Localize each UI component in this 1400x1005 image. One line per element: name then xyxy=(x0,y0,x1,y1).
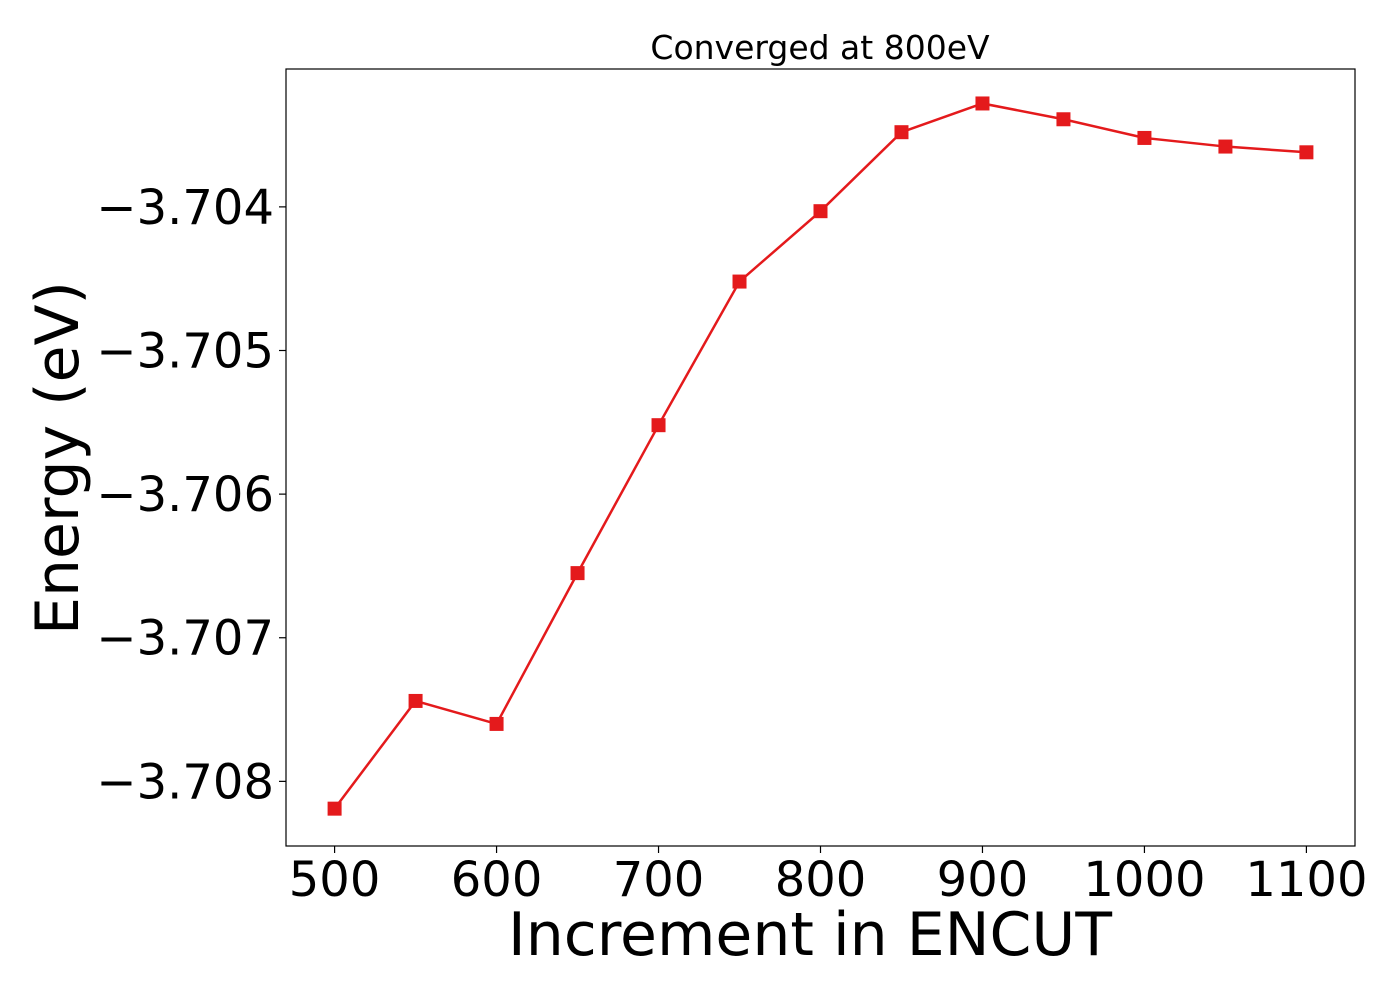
plot-area-frame xyxy=(285,68,1356,847)
x-tick-label: 500 xyxy=(289,852,381,908)
y-tick-label: −3.708 xyxy=(96,754,274,810)
y-axis-ticks: −3.704 −3.705 −3.706 −3.707 −3.708 xyxy=(96,180,286,810)
data-point-marker xyxy=(408,693,423,708)
y-tick-label: −3.704 xyxy=(96,180,274,236)
data-point-marker xyxy=(813,204,828,219)
x-tick-label: 700 xyxy=(613,852,705,908)
x-tick-label: 600 xyxy=(451,852,543,908)
data-point-marker xyxy=(894,125,909,140)
chart-title: Converged at 800eV xyxy=(650,28,990,67)
data-point-marker xyxy=(732,274,747,289)
data-point-marker xyxy=(1218,139,1233,154)
data-point-marker xyxy=(489,716,504,731)
data-point-marker xyxy=(1299,145,1314,160)
data-point-marker xyxy=(327,801,342,816)
x-axis-ticks: 500 600 700 800 900 1000 1100 xyxy=(289,846,1367,908)
x-tick-label: 900 xyxy=(937,852,1029,908)
data-point-marker xyxy=(570,566,585,581)
y-tick-label: −3.705 xyxy=(96,324,274,380)
data-point-marker xyxy=(975,96,990,111)
data-point-marker xyxy=(1056,112,1071,127)
y-axis-label: Energy (eV) xyxy=(23,281,93,635)
x-tick-label: 800 xyxy=(775,852,867,908)
y-tick-label: −3.706 xyxy=(96,467,274,523)
plot-series xyxy=(327,96,1314,816)
x-tick-label: 1100 xyxy=(1245,852,1367,908)
x-tick-label: 1000 xyxy=(1083,852,1205,908)
y-tick-label: −3.707 xyxy=(96,611,274,667)
data-point-marker xyxy=(651,418,666,433)
x-axis-label: Increment in ENCUT xyxy=(508,900,1112,970)
data-point-marker xyxy=(1137,130,1152,145)
